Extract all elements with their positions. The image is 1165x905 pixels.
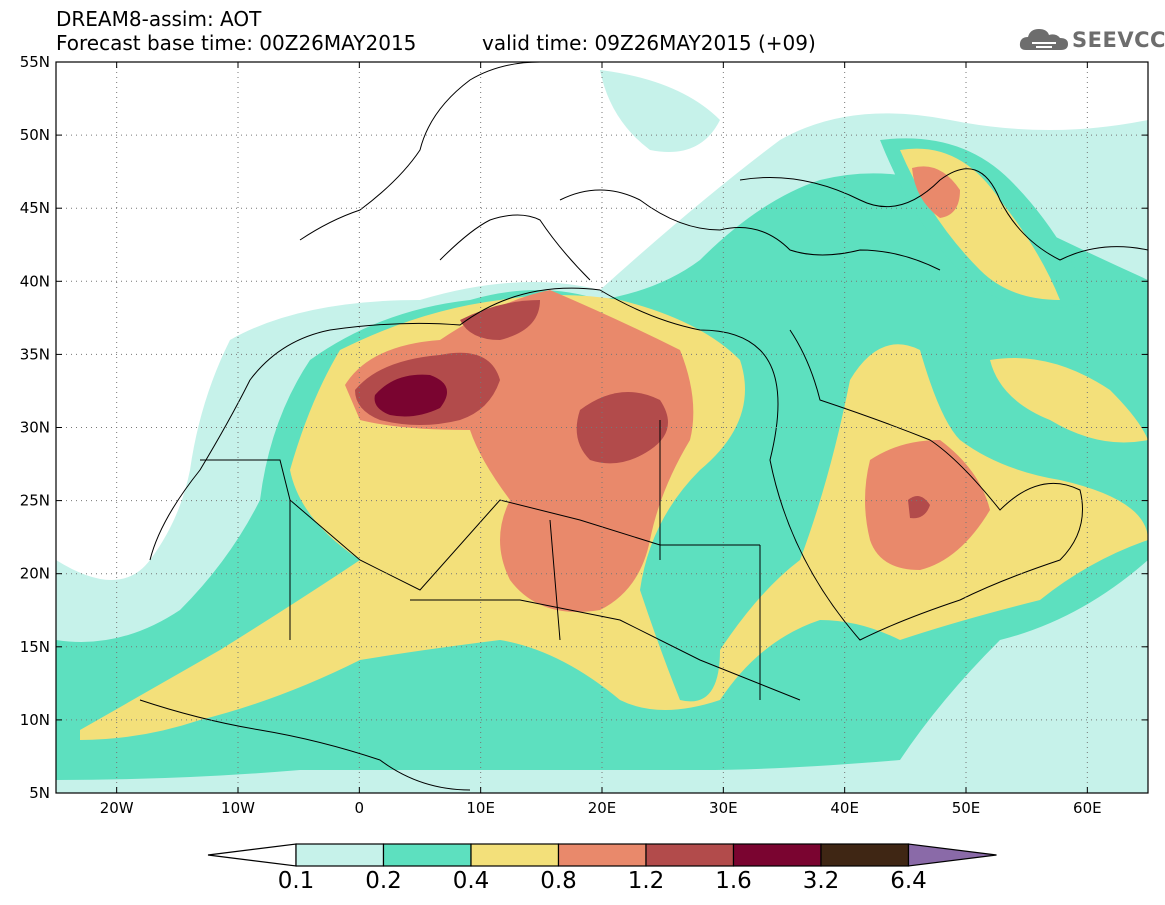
colorbar-segment xyxy=(295,843,385,867)
colorbar-level-label: 1.6 xyxy=(715,868,752,894)
lat-label: 40N xyxy=(20,272,50,290)
lon-label: 0 xyxy=(355,799,365,817)
logo-text: SEEVCCC xyxy=(1072,28,1165,52)
colorbar-segment xyxy=(645,843,735,867)
colorbar-level-label: 0.4 xyxy=(452,868,490,894)
longitude-labels: 20W 10W 0 10E 20E 30E 40E 50E 60E xyxy=(100,799,1102,817)
lon-label: 50E xyxy=(952,799,981,817)
colorbar-segment xyxy=(470,843,560,867)
colorbar xyxy=(207,843,997,867)
lon-label: 20E xyxy=(588,799,617,817)
lat-label: 35N xyxy=(20,345,50,363)
colorbar-level-label: 0.2 xyxy=(365,868,402,894)
latitude-labels: 55N 50N 45N 40N 35N 30N 25N 20N 15N 10N 5N xyxy=(20,53,50,802)
base-time-label: Forecast base time: 00Z26MAY2015 xyxy=(56,31,417,55)
colorbar-level-label: 6.4 xyxy=(890,868,927,894)
seevccc-logo: SEEVCCC xyxy=(1018,22,1165,58)
lat-label: 50N xyxy=(20,126,50,144)
lat-label: 5N xyxy=(29,784,50,802)
colorbar-segment xyxy=(820,843,910,867)
lon-label: 40E xyxy=(830,799,859,817)
colorbar-segment xyxy=(382,843,472,867)
colorbar-level-label: 3.2 xyxy=(802,868,840,894)
lat-label: 20N xyxy=(20,565,50,583)
lon-label: 20W xyxy=(100,799,134,817)
graticule xyxy=(56,62,1148,793)
coastlines xyxy=(139,62,1148,791)
lat-label: 55N xyxy=(20,53,50,71)
lon-label: 60E xyxy=(1073,799,1102,817)
lat-label: 15N xyxy=(20,638,50,656)
lat-label: 45N xyxy=(20,199,50,217)
lon-label: 10E xyxy=(466,799,495,817)
lat-label: 30N xyxy=(20,419,50,437)
axis-ticks xyxy=(56,61,1148,794)
colorbar-high-arrow xyxy=(907,843,997,867)
cloud-icon xyxy=(1019,29,1068,50)
lon-label: 30E xyxy=(709,799,738,817)
valid-time-label: valid time: 09Z26MAY2015 (+09) xyxy=(482,31,816,55)
aot-band-1-6 xyxy=(374,374,448,417)
colorbar-segment xyxy=(732,843,822,867)
lat-label: 10N xyxy=(20,711,50,729)
colorbar-low-arrow xyxy=(207,843,297,867)
colorbar-level-label: 0.1 xyxy=(277,868,315,894)
map-title: DREAM8-assim: AOT xyxy=(56,7,262,31)
colorbar-segment xyxy=(557,843,647,867)
colorbar-level-label: 0.8 xyxy=(540,868,577,894)
colorbar-level-label: 1.2 xyxy=(627,868,665,894)
lat-label: 25N xyxy=(20,492,50,510)
lon-label: 10W xyxy=(221,799,255,817)
